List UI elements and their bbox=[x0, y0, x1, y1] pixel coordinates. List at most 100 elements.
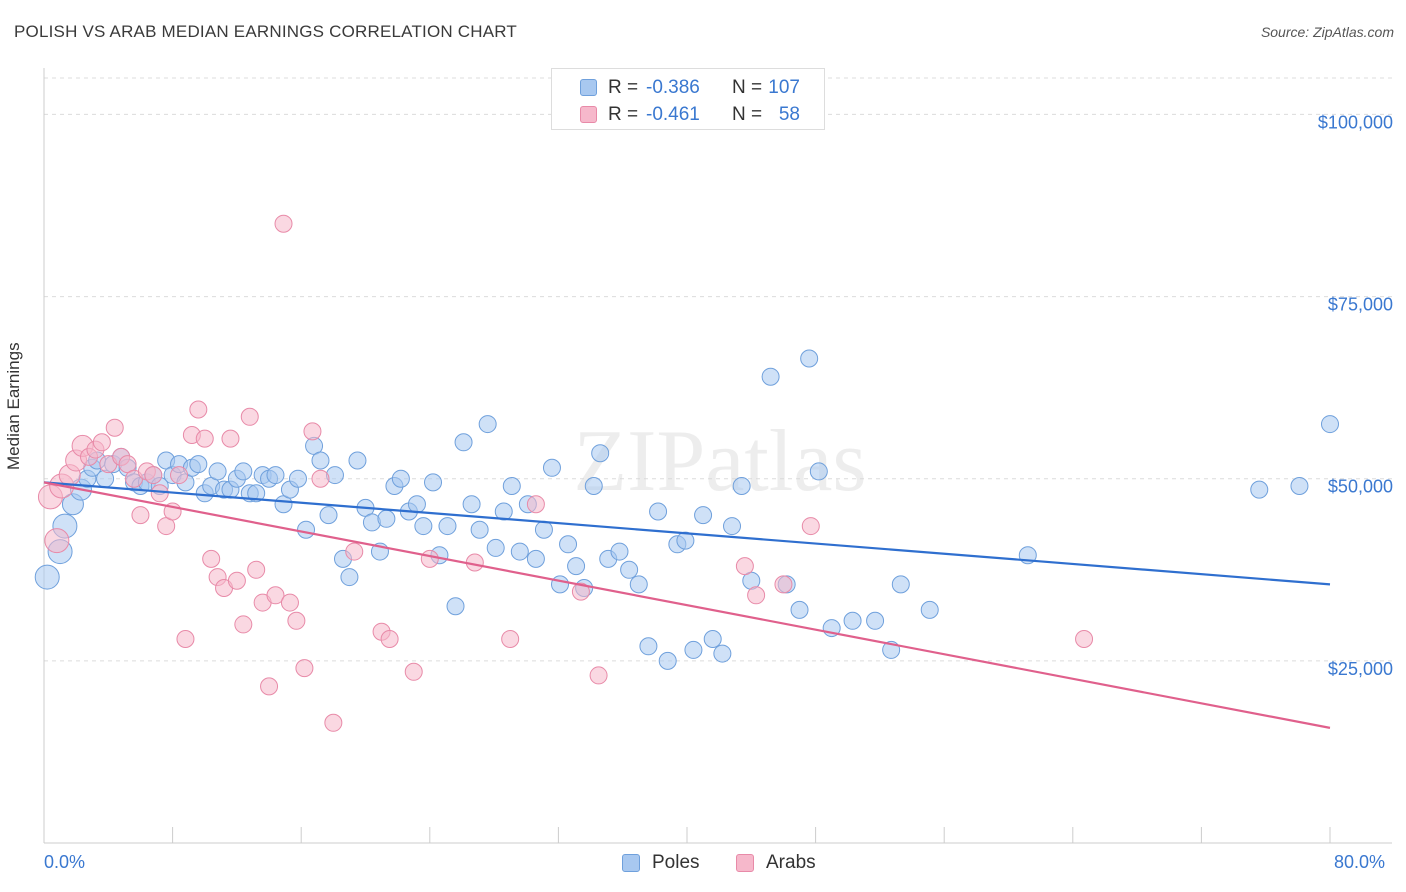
chart-title: POLISH VS ARAB MEDIAN EARNINGS CORRELATI… bbox=[14, 22, 518, 41]
poles-point bbox=[297, 520, 316, 539]
poles-point bbox=[551, 575, 570, 594]
poles-point bbox=[288, 469, 307, 488]
arabs-point bbox=[44, 528, 70, 554]
poles-point bbox=[843, 611, 862, 630]
poles-point bbox=[542, 458, 561, 477]
poles-point bbox=[761, 367, 780, 386]
arabs-point bbox=[131, 506, 150, 525]
legend-label: Poles bbox=[652, 852, 700, 873]
poles-point bbox=[610, 542, 629, 561]
arabs-point bbox=[176, 630, 195, 648]
poles-point bbox=[247, 484, 266, 503]
y-tick-label: $50,000 bbox=[1328, 477, 1393, 497]
poles-point bbox=[446, 597, 465, 616]
poles-point bbox=[790, 600, 809, 619]
poles-point bbox=[639, 637, 658, 656]
poles-trend-line bbox=[43, 481, 1331, 586]
legend-label: Arabs bbox=[766, 852, 816, 873]
poles-point bbox=[684, 640, 703, 659]
poles-point bbox=[800, 349, 819, 368]
poles-point bbox=[620, 560, 639, 579]
arabs-point bbox=[404, 662, 423, 681]
arabs-point bbox=[501, 630, 520, 648]
poles-point bbox=[407, 495, 426, 514]
poles-point bbox=[462, 495, 481, 514]
poles-point bbox=[703, 630, 722, 648]
poles-point bbox=[377, 509, 396, 528]
poles-point bbox=[526, 549, 545, 568]
arabs-points bbox=[37, 214, 1094, 732]
poles-point bbox=[732, 477, 751, 495]
arabs-point bbox=[247, 560, 266, 579]
poles-point bbox=[424, 473, 443, 492]
poles-point bbox=[649, 502, 668, 521]
arabs-point bbox=[380, 630, 399, 648]
arabs-point bbox=[287, 611, 306, 630]
poles-point bbox=[534, 520, 553, 539]
arabs-point bbox=[280, 593, 299, 612]
arabs-point bbox=[295, 659, 314, 678]
poles-point bbox=[559, 535, 578, 554]
poles-point bbox=[494, 502, 513, 521]
poles-point bbox=[591, 444, 610, 463]
arabs-point bbox=[303, 422, 322, 441]
arabs-swatch bbox=[736, 854, 754, 872]
arabs-point bbox=[571, 582, 590, 601]
arabs-point bbox=[735, 557, 754, 576]
poles-point bbox=[1321, 415, 1339, 434]
y-axis-label: Median Earnings bbox=[4, 342, 23, 470]
legend-stats: R = -0.386 N = 107 R = -0.461 N = 58 bbox=[551, 68, 825, 130]
poles-point bbox=[189, 455, 208, 474]
y-tick-label: $25,000 bbox=[1328, 659, 1393, 679]
n-label: N = bbox=[732, 77, 763, 98]
poles-point bbox=[629, 575, 648, 594]
r-label: R = bbox=[608, 77, 639, 98]
poles-swatch bbox=[622, 854, 640, 872]
poles-point bbox=[713, 644, 732, 663]
poles-point bbox=[438, 517, 457, 536]
n-value: 107 bbox=[768, 77, 800, 98]
poles-point bbox=[1290, 477, 1309, 495]
arabs-point bbox=[589, 666, 608, 685]
arabs-point bbox=[526, 495, 545, 514]
y-tick-label: $75,000 bbox=[1328, 295, 1393, 315]
poles-point bbox=[391, 469, 410, 488]
poles-point bbox=[584, 477, 603, 495]
r-value: -0.386 bbox=[646, 77, 700, 98]
poles-point bbox=[348, 451, 367, 470]
source-label: Source: ZipAtlas.com bbox=[1260, 24, 1394, 40]
r-label: R = bbox=[608, 104, 639, 125]
poles-point bbox=[502, 477, 521, 495]
poles-point bbox=[414, 517, 433, 536]
x-tick-label-min: 0.0% bbox=[44, 852, 86, 872]
poles-point bbox=[723, 517, 742, 536]
arabs-point bbox=[260, 677, 279, 696]
arabs-point bbox=[801, 517, 820, 536]
arabs-point bbox=[420, 549, 439, 568]
legend-stats-row-poles: R = -0.386 N = 107 bbox=[552, 75, 824, 101]
axes bbox=[43, 68, 1392, 844]
legend: Poles Arabs bbox=[0, 852, 1406, 876]
poles-point bbox=[34, 564, 60, 590]
arabs-point bbox=[189, 400, 208, 419]
poles-point bbox=[866, 611, 885, 630]
arabs-point bbox=[227, 571, 246, 590]
poles-points bbox=[34, 349, 1339, 670]
arabs-trend-line bbox=[43, 481, 1331, 729]
arabs-point bbox=[92, 433, 111, 452]
n-value: 58 bbox=[778, 104, 800, 125]
arabs-point bbox=[170, 466, 189, 485]
poles-point bbox=[510, 542, 529, 561]
arabs-point bbox=[240, 407, 259, 426]
arabs-point bbox=[144, 466, 163, 485]
arabs-point bbox=[774, 575, 793, 594]
watermark: ZIPatlas bbox=[573, 413, 866, 510]
arabs-point bbox=[221, 429, 240, 448]
poles-point bbox=[266, 466, 285, 485]
arabs-point bbox=[234, 615, 253, 634]
arabs-point bbox=[195, 429, 214, 448]
poles-point bbox=[809, 462, 828, 481]
poles-point bbox=[567, 557, 586, 576]
arabs-point bbox=[747, 586, 766, 605]
